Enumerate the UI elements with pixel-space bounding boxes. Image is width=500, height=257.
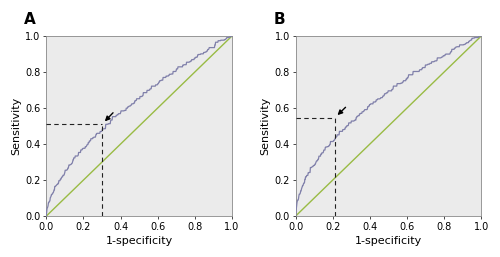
X-axis label: 1-specificity: 1-specificity [106, 236, 172, 246]
Y-axis label: Sensitivity: Sensitivity [260, 97, 270, 155]
Y-axis label: Sensitivity: Sensitivity [11, 97, 21, 155]
Text: B: B [273, 12, 285, 27]
X-axis label: 1-specificity: 1-specificity [355, 236, 422, 246]
Text: A: A [24, 12, 36, 27]
